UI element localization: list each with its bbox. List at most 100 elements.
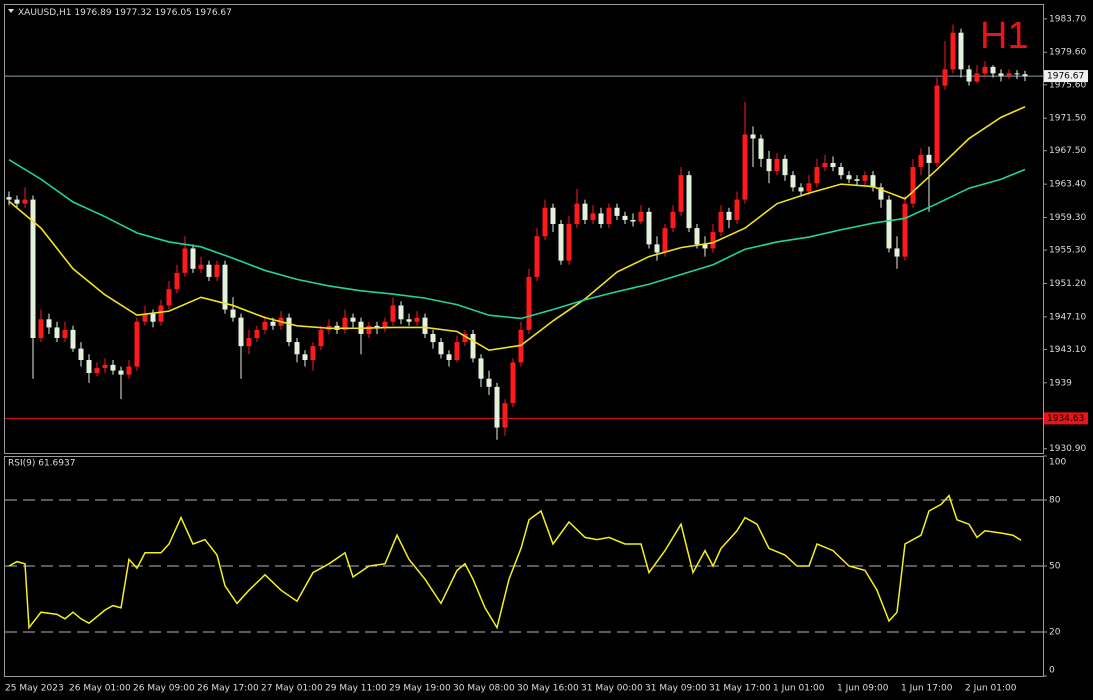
candle-body xyxy=(478,358,484,379)
candle-body xyxy=(934,85,940,163)
candle-body xyxy=(550,207,556,225)
y-tick-label: 1979.60 xyxy=(1049,48,1086,58)
candle-body xyxy=(614,207,620,216)
candle-body xyxy=(774,158,780,172)
candle-body xyxy=(758,138,764,159)
candle-body xyxy=(566,224,572,261)
x-tick-label: 27 May 01:00 xyxy=(261,684,323,694)
candle-body xyxy=(182,248,188,273)
candle-body xyxy=(790,175,796,188)
candle-body xyxy=(78,348,84,360)
candle-body xyxy=(606,207,612,225)
y-tick-label: 1955.30 xyxy=(1049,246,1086,256)
candle-body xyxy=(390,305,396,322)
moving-average xyxy=(8,159,1026,320)
candle-body xyxy=(590,213,596,220)
candle-body xyxy=(158,305,164,322)
candle-body xyxy=(702,244,708,249)
candle-body xyxy=(662,228,668,253)
x-tick-label: 1 Jun 09:00 xyxy=(837,684,889,694)
candle-body xyxy=(686,175,692,229)
candle-body xyxy=(110,364,116,371)
symbol: XAUUSD,H1 xyxy=(18,8,72,18)
y-tick-label: 1939 xyxy=(1049,378,1072,388)
y-tick-label: 80 xyxy=(1049,496,1061,506)
y-tick-label: 1967.50 xyxy=(1049,146,1086,156)
candle-body xyxy=(294,342,300,355)
candle-body xyxy=(262,321,268,330)
candle-body xyxy=(38,319,44,339)
candle-body xyxy=(62,329,68,339)
last-close: 1976.67 xyxy=(195,8,232,18)
candle-body xyxy=(838,167,844,176)
last-low: 1976.05 xyxy=(155,8,192,18)
candle-body xyxy=(198,264,204,269)
candle-body xyxy=(558,224,564,261)
candle-body xyxy=(942,69,948,86)
candle-body xyxy=(422,317,428,334)
y-tick-label: 20 xyxy=(1049,628,1061,638)
x-tick-label: 31 May 09:00 xyxy=(645,684,707,694)
timeframe-label: H1 xyxy=(980,15,1029,57)
candle-body xyxy=(350,317,356,322)
last-high: 1977.32 xyxy=(114,8,151,18)
candle-body xyxy=(982,66,988,74)
candle-body xyxy=(206,264,212,277)
candle-body xyxy=(902,203,908,257)
candle-body xyxy=(406,319,412,322)
x-tick-label: 29 May 19:00 xyxy=(389,684,451,694)
candle-body xyxy=(998,73,1004,76)
price-level-label: 1934.63 xyxy=(1047,414,1084,424)
candle-body xyxy=(502,403,508,428)
candle-body xyxy=(510,362,516,404)
x-tick-label: 26 May 17:00 xyxy=(197,684,259,694)
candle-body xyxy=(230,309,236,318)
price-pane xyxy=(4,4,1044,454)
x-tick-label: 26 May 01:00 xyxy=(69,684,131,694)
candle-body xyxy=(190,248,196,269)
candle-body xyxy=(1014,73,1020,75)
candle-body xyxy=(430,333,436,343)
candle-body xyxy=(854,179,860,181)
candle-body xyxy=(486,378,492,387)
candle-body xyxy=(22,199,28,204)
candle-body xyxy=(526,276,532,330)
candle-body xyxy=(214,264,220,277)
candle-body xyxy=(118,370,124,375)
candle-body xyxy=(966,69,972,82)
y-tick-label: 1947.10 xyxy=(1049,312,1086,322)
candle-body xyxy=(582,203,588,220)
y-tick-label: 1963.40 xyxy=(1049,180,1086,190)
x-tick-label: 2 Jun 01:00 xyxy=(965,684,1017,694)
candle-body xyxy=(734,199,740,220)
x-tick-label: 25 May 2023 xyxy=(5,684,64,694)
candle-body xyxy=(814,167,820,184)
last-open: 1976.89 xyxy=(74,8,111,18)
chart-header: XAUUSD,H1 1976.89 1977.32 1976.05 1976.6… xyxy=(18,8,232,18)
y-tick-label: 1943.10 xyxy=(1049,345,1086,355)
candle-body xyxy=(846,175,852,180)
x-tick-label: 30 May 08:00 xyxy=(453,684,515,694)
candle-body xyxy=(382,321,388,328)
candle-body xyxy=(126,366,132,375)
y-tick-label: 1975.60 xyxy=(1049,80,1086,90)
candle-body xyxy=(70,329,76,349)
candle-body xyxy=(222,264,228,310)
candle-body xyxy=(670,211,676,229)
candle-body xyxy=(438,342,444,355)
y-tick-label: 1971.50 xyxy=(1049,114,1086,124)
candle-body xyxy=(910,167,916,204)
candle-body xyxy=(150,313,156,322)
candle-body xyxy=(798,187,804,192)
candle-body xyxy=(518,329,524,363)
candle-body xyxy=(86,359,92,374)
rsi-label: RSI(9) 61.6937 xyxy=(8,459,75,469)
x-tick-label: 29 May 11:00 xyxy=(325,684,387,694)
candle-body xyxy=(926,154,932,163)
candle-body xyxy=(870,175,876,188)
candle-body xyxy=(534,236,540,277)
candle-body xyxy=(246,338,252,347)
candle-body xyxy=(678,175,684,212)
candle-body xyxy=(1006,73,1012,76)
candle-body xyxy=(94,368,100,374)
